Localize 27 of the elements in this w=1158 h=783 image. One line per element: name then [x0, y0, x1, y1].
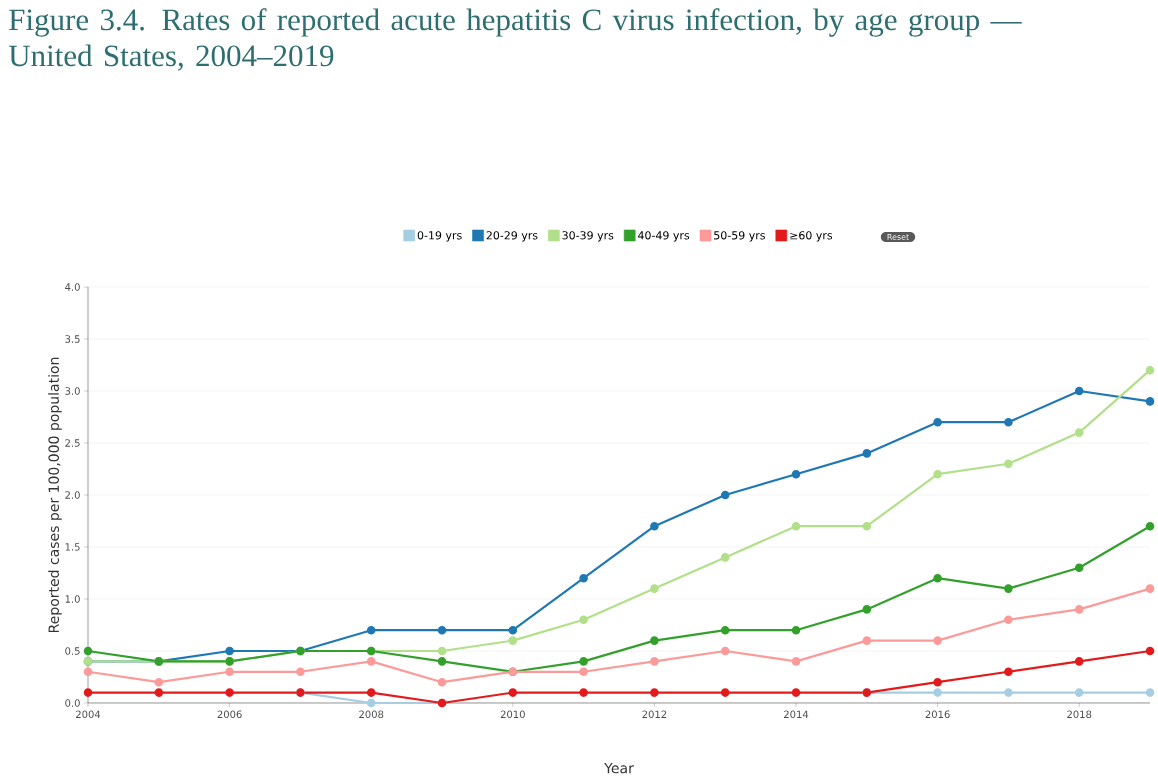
- chart-title: Figure 3.4. Rates of reported acute hepatitis C virus infection, by age group — United States, 2004–2019: [8, 8, 1022, 71]
- y-tick-label: 3.0: [65, 387, 80, 395]
- x-tick-label: 2014: [784, 710, 809, 719]
- y-tick-label: 3.5: [65, 335, 80, 343]
- text: Reset: [887, 234, 909, 240]
- x-tick-label: 2004: [76, 710, 101, 719]
- x-tick-label: 2010: [500, 710, 525, 719]
- x-axis-title: Year: [604, 762, 634, 774]
- y-tick-label: 4.0: [65, 283, 80, 291]
- y-axis-title: Reported cases per 100,000 population: [48, 357, 62, 633]
- x-tick-label: 2012: [642, 710, 667, 719]
- x-tick-label: 2018: [1067, 710, 1092, 719]
- y-tick-label: 2.0: [65, 491, 80, 499]
- y-tick-label: 0.0: [65, 699, 80, 707]
- legend-label: 20-29 yrs: [486, 231, 538, 242]
- legend-label: 0-19 yrs: [417, 231, 462, 242]
- x-tick-label: 2006: [217, 710, 242, 719]
- legend-label: 40-49 yrs: [638, 231, 690, 242]
- y-tick-label: 2.5: [65, 439, 80, 447]
- y-tick-label: 0.5: [65, 647, 80, 655]
- legend-label: 30-39 yrs: [562, 231, 614, 242]
- x-tick-label: 2008: [359, 710, 384, 719]
- legend-label: ≥60 yrs: [790, 231, 833, 242]
- x-tick-label: 2016: [925, 710, 950, 719]
- y-tick-label: 1.5: [65, 543, 80, 551]
- legend-label: 50-59 yrs: [714, 231, 765, 242]
- y-tick-label: 1.0: [65, 595, 80, 603]
